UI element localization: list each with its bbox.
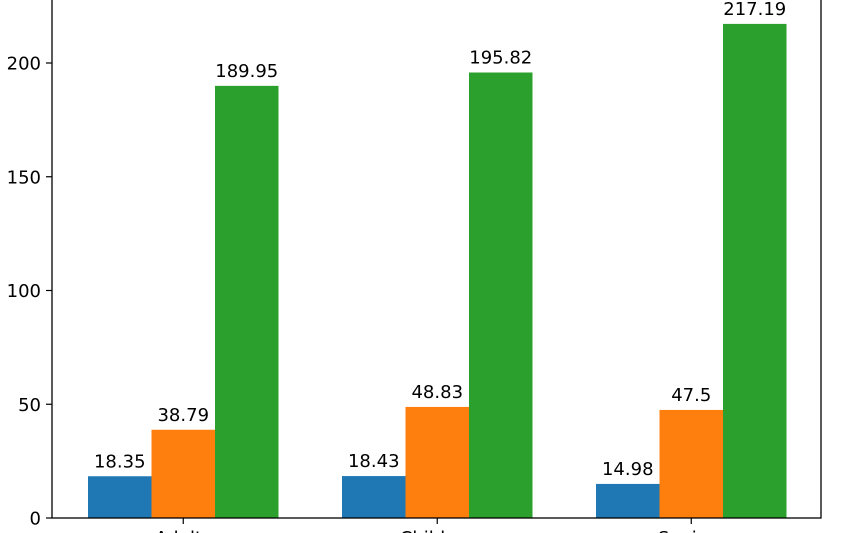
y-tick-label: 150 (7, 167, 41, 188)
bar-adults-series-2 (151, 429, 215, 518)
data-label: 47.5 (671, 385, 711, 406)
x-tick-label: Adults (155, 528, 211, 533)
data-label: 14.98 (602, 459, 654, 480)
data-labels-group: 18.35 18.43 14.98 38.79 48.83 47.5 189.95 195.8… (94, 0, 786, 480)
bar-seniors-series-2 (659, 409, 723, 518)
y-tick-label: 0 (30, 509, 41, 530)
x-tick-label: Children (400, 528, 475, 533)
data-label: 18.35 (94, 451, 146, 472)
data-label: 38.79 (157, 405, 209, 426)
data-label: 195.82 (469, 48, 532, 69)
data-label: 48.83 (411, 382, 463, 403)
bar-children-series-1 (342, 476, 406, 518)
y-tick-label: 50 (18, 395, 41, 416)
y-tick-label: 200 (7, 54, 41, 75)
bar-children-series-3 (469, 72, 533, 519)
y-tick-label: 100 (7, 281, 41, 302)
bar-seniors-series-3 (723, 23, 787, 518)
axes-frame (51, 0, 822, 519)
bar-children-series-2 (405, 406, 469, 518)
x-tick-label: Seniors (658, 528, 725, 533)
bar-adults-series-3 (215, 85, 279, 519)
data-label: 189.95 (215, 61, 278, 82)
y-axis: 0 50 100 150 200 (7, 54, 52, 530)
bar-adults-series-1 (88, 476, 152, 518)
plot-frame (51, 0, 822, 519)
bar-seniors-series-1 (596, 483, 660, 518)
bars-group (88, 23, 787, 519)
x-axis: Adults Children Seniors (155, 518, 725, 533)
data-label: 217.19 (723, 0, 786, 20)
data-label: 18.43 (348, 451, 400, 472)
